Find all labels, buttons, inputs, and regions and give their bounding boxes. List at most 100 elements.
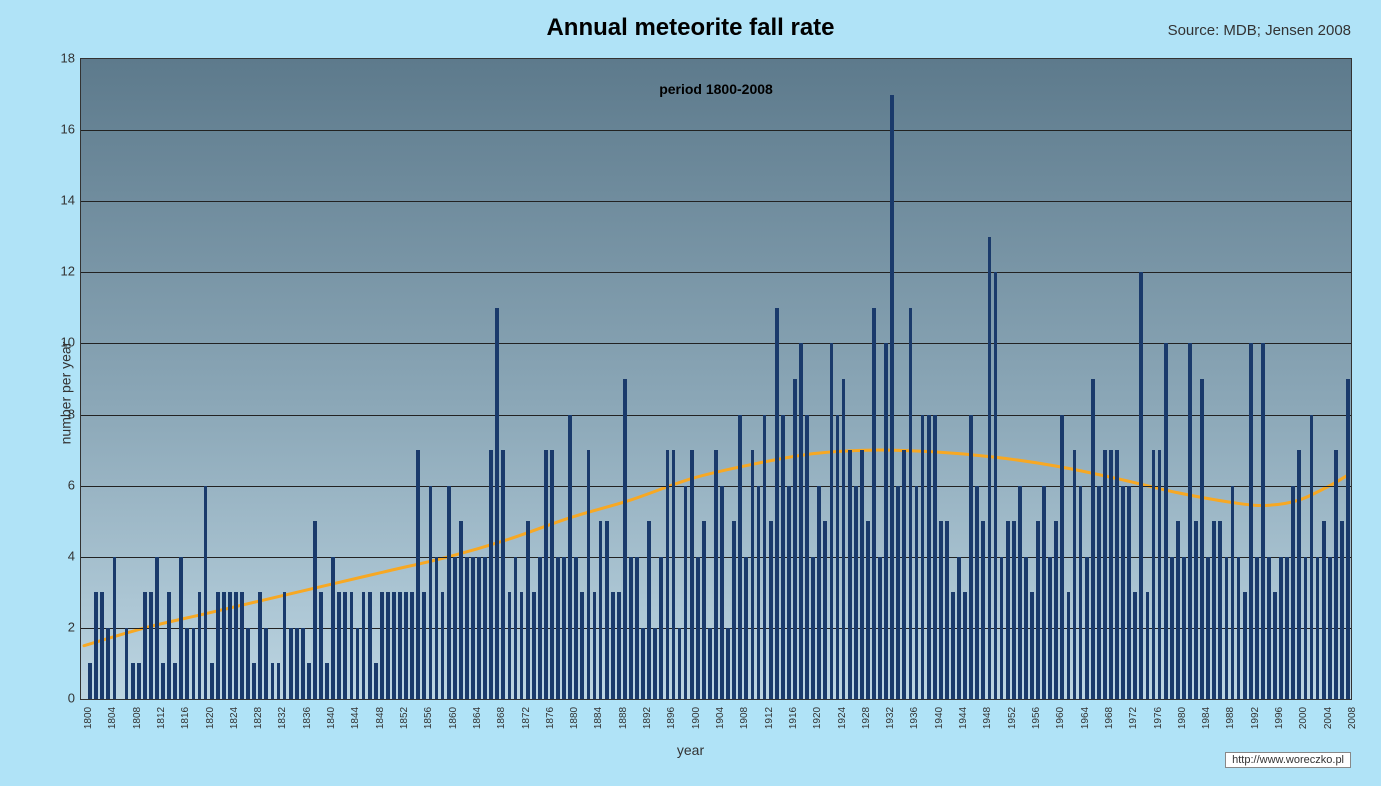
bar [1212,521,1216,699]
bar [422,592,426,699]
bar [1024,557,1028,699]
bar [1121,486,1125,699]
y-tick-label: 18 [47,51,75,66]
bar [562,557,566,699]
bar [1109,450,1113,699]
bar [793,379,797,699]
bar [659,557,663,699]
watermark-url: http://www.woreczko.pl [1225,752,1351,768]
bar [629,557,633,699]
bar [550,450,554,699]
bar [283,592,287,699]
bar [1188,343,1192,699]
bar [1340,521,1344,699]
bar [860,450,864,699]
bar [258,592,262,699]
bar [994,272,998,699]
x-tick-label: 1940 [934,707,945,729]
bar [380,592,384,699]
x-tick-label: 1932 [885,707,896,729]
bar [775,308,779,699]
bar [1267,557,1271,699]
y-tick-label: 2 [47,619,75,634]
x-tick-label: 1916 [788,707,799,729]
bar [690,450,694,699]
bar [228,592,232,699]
bar [459,521,463,699]
bar [1273,592,1277,699]
bar [811,557,815,699]
bar [161,663,165,699]
bar [198,592,202,699]
bar [951,592,955,699]
bar [143,592,147,699]
bar [854,486,858,699]
bar [708,628,712,699]
bar [902,450,906,699]
bar [574,557,578,699]
x-tick-label: 1984 [1201,707,1212,729]
bar [483,557,487,699]
x-tick-label: 1892 [642,707,653,729]
bar [890,95,894,699]
x-tick-label: 1956 [1031,707,1042,729]
y-axis-label: number per year [57,342,73,445]
source-label: Source: MDB; Jensen 2008 [1168,22,1351,39]
bar [343,592,347,699]
bar [1218,521,1222,699]
bar [1322,521,1326,699]
bar [1042,486,1046,699]
bar [429,486,433,699]
bar [580,592,584,699]
bar [672,450,676,699]
bar [234,592,238,699]
bar [392,592,396,699]
bar [1297,450,1301,699]
bar [1310,415,1314,699]
y-tick-label: 10 [47,335,75,350]
bar [544,450,548,699]
bar [1225,557,1229,699]
bar [435,557,439,699]
bar [599,521,603,699]
bar [1182,557,1186,699]
bar [307,663,311,699]
bar [927,415,931,699]
bar [921,415,925,699]
bar [337,592,341,699]
bar [489,450,493,699]
bar [623,379,627,699]
bar [1133,592,1137,699]
bar [969,415,973,699]
x-tick-label: 2004 [1323,707,1334,729]
bar [453,557,457,699]
x-tick-label: 1944 [958,707,969,729]
bar [823,521,827,699]
y-tick-label: 16 [47,122,75,137]
x-tick-label: 1988 [1225,707,1236,729]
bar [167,592,171,699]
x-tick-label: 1852 [399,707,410,729]
bar [1115,450,1119,699]
bar [477,557,481,699]
bar [277,663,281,699]
gridline [81,201,1351,202]
bar [252,663,256,699]
bar [131,663,135,699]
x-tick-label: 1980 [1177,707,1188,729]
bar [568,415,572,699]
bar [179,557,183,699]
x-tick-label: 1864 [472,707,483,729]
bar [246,628,250,699]
x-tick-label: 1964 [1080,707,1091,729]
bar [447,486,451,699]
x-tick-label: 1968 [1104,707,1115,729]
bar [587,450,591,699]
bar [1146,592,1150,699]
bar [319,592,323,699]
bar [1036,521,1040,699]
x-tick-label: 1896 [666,707,677,729]
bar [313,521,317,699]
x-tick-label: 1804 [107,707,118,729]
bar [350,592,354,699]
